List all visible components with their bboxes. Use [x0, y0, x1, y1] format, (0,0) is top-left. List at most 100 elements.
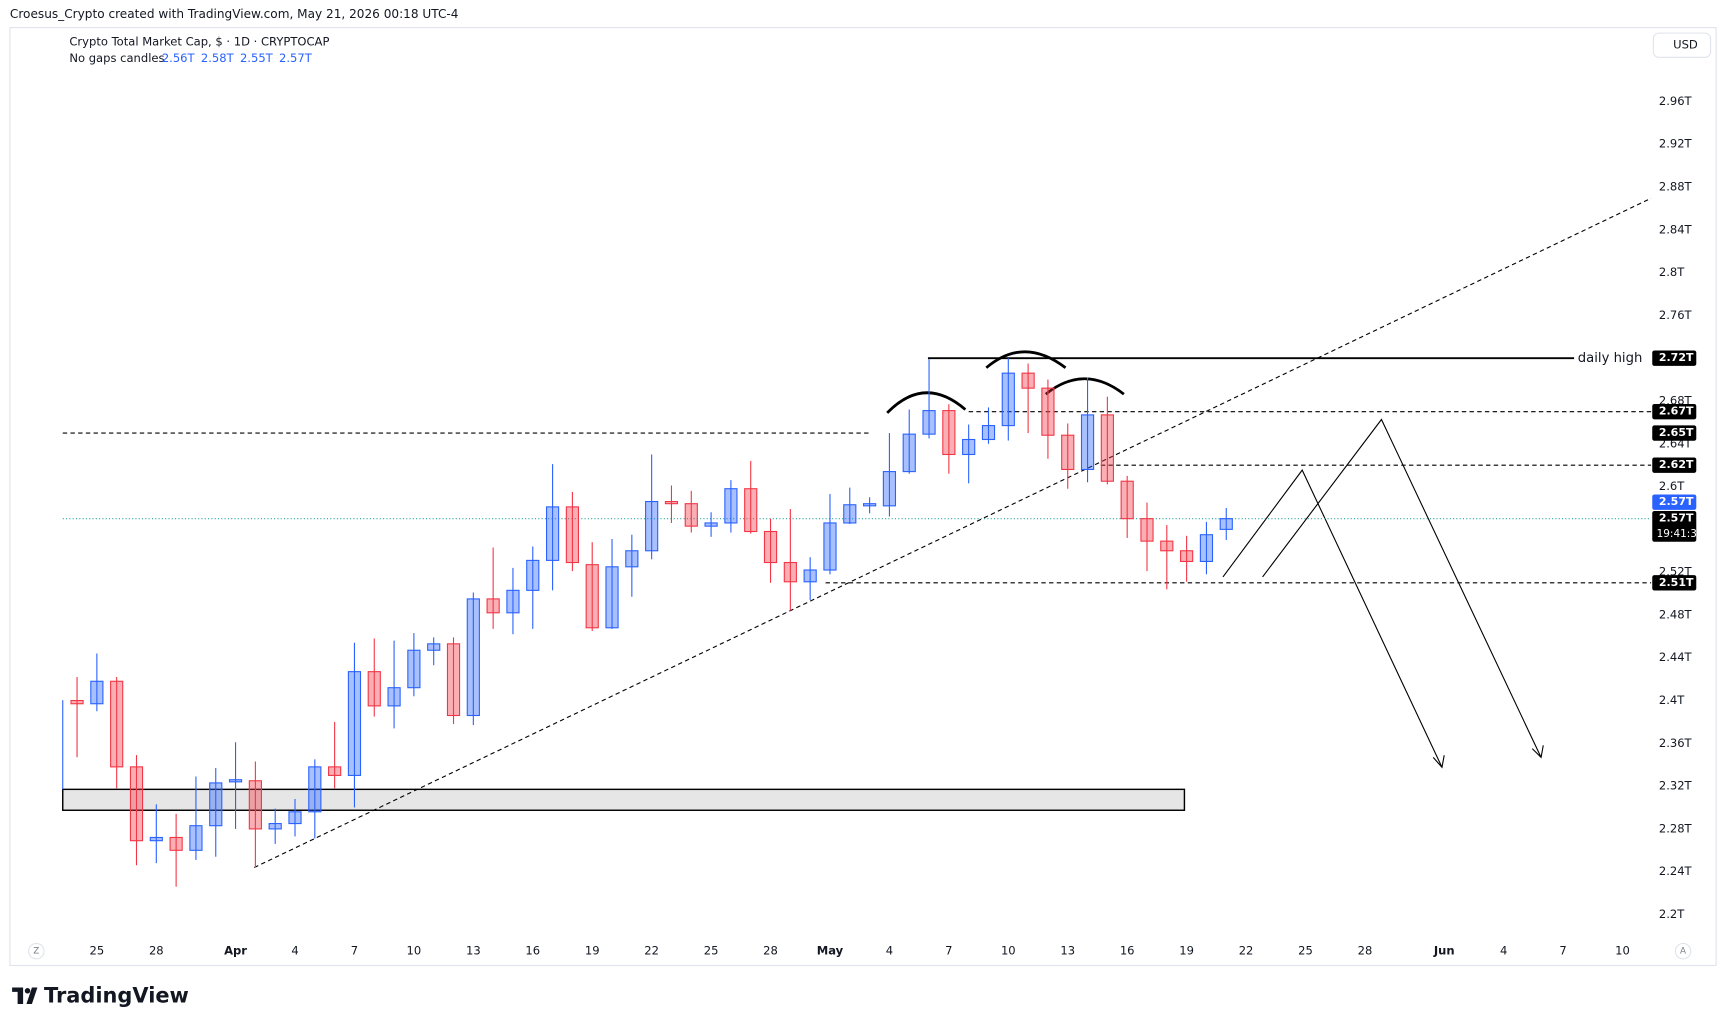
support-zone: [62, 788, 1186, 811]
price-label: 2.62T: [1659, 458, 1694, 471]
price-label-box: [1652, 457, 1697, 473]
x-tick-label: Apr: [224, 944, 247, 958]
price-label-box: [1652, 350, 1697, 366]
candle-body: [763, 530, 778, 564]
ohlc-legend: 2.56T 2.58T 2.55T 2.57T: [162, 51, 313, 65]
x-tick-label: 25: [1298, 944, 1313, 958]
axis-button[interactable]: [28, 942, 45, 960]
candle-body: [209, 782, 223, 827]
ohlc-value: 2.57T: [279, 51, 313, 65]
candle-body: [863, 503, 877, 507]
axis-button-label: A: [1680, 947, 1686, 957]
annotation: daily high: [1578, 351, 1643, 366]
price-label: 2.72T: [1659, 351, 1694, 364]
candle-body: [328, 766, 342, 776]
candle-body: [625, 550, 639, 568]
ohlc-value: 2.56T: [162, 51, 196, 65]
candle-body: [605, 566, 619, 629]
y-tick-label: 2.92T: [1659, 137, 1693, 151]
candle-body: [1219, 518, 1233, 530]
x-tick-label: 7: [945, 944, 952, 958]
candle-body: [1140, 518, 1154, 542]
y-tick-label: 2.76T: [1659, 308, 1693, 322]
candle-body: [466, 598, 480, 717]
chart-title: Crypto Total Market Cap, $ · 1D · CRYPTO…: [69, 34, 329, 48]
x-tick-label: 10: [1615, 944, 1630, 958]
candle-body: [882, 471, 897, 507]
axis-button-label: Z: [33, 947, 39, 957]
y-tick-label: 2.32T: [1659, 779, 1693, 793]
candle-body: [1120, 480, 1134, 520]
candle-body: [823, 522, 837, 571]
x-tick-label: 7: [351, 944, 358, 958]
y-tick-label: 2.84T: [1659, 222, 1693, 236]
candle-body: [347, 671, 362, 776]
ohlc-value: 2.55T: [240, 51, 274, 65]
candle-body: [744, 488, 758, 533]
currency-button[interactable]: [1652, 32, 1712, 58]
candle-body: [585, 564, 599, 629]
chart-subtitle: No gaps candles: [69, 51, 164, 65]
candle-body: [545, 506, 560, 561]
price-label: 2.67T: [1659, 405, 1694, 418]
price-label-box: [1652, 425, 1697, 441]
countdown: 19:41:30: [1657, 528, 1704, 540]
candle-body: [962, 438, 976, 456]
brand-logo: [12, 987, 38, 1004]
x-tick-label: 25: [704, 944, 719, 958]
x-tick-label: 19: [1179, 944, 1194, 958]
candle-body: [129, 766, 144, 842]
x-tick-label: 13: [1060, 944, 1075, 958]
y-tick-label: 2.8T: [1659, 265, 1685, 279]
candle-body: [1100, 414, 1114, 482]
y-tick-label: 2.6T: [1659, 479, 1685, 493]
ohlc-value: 2.58T: [201, 51, 235, 65]
y-tick-label: 2.36T: [1659, 736, 1693, 750]
projection-path: [1222, 418, 1544, 769]
x-tick-label: 13: [466, 944, 481, 958]
y-tick-label: 2.4T: [1659, 693, 1685, 707]
candle-body: [110, 680, 124, 768]
candle-body: [645, 500, 659, 552]
candle-body: [1061, 434, 1075, 471]
candle-body: [664, 500, 679, 505]
x-tick-label: 7: [1559, 944, 1566, 958]
x-tick-label: 10: [407, 944, 422, 958]
candle-body: [981, 425, 996, 441]
candle-body: [367, 671, 381, 707]
price-label: 2.57T: [1659, 495, 1694, 508]
x-tick-label: 4: [291, 944, 298, 958]
candle-body: [427, 643, 441, 651]
price-label-box: [1652, 494, 1697, 510]
candle-body: [268, 823, 282, 830]
y-tick-label: 2.2T: [1659, 907, 1685, 921]
price-label-box: [1652, 510, 1697, 542]
x-tick-label: 16: [525, 944, 540, 958]
candle-body: [387, 687, 401, 707]
credit: Croesus_Crypto created with TradingView.…: [10, 7, 459, 21]
x-tick-label: 4: [886, 944, 893, 958]
candle-body: [189, 825, 203, 851]
candle-body: [724, 488, 738, 524]
candle-body: [1080, 414, 1095, 471]
candle-body: [1021, 372, 1035, 389]
candle-body: [506, 589, 520, 614]
axis-button[interactable]: [1674, 942, 1692, 960]
x-tick-label: 28: [149, 944, 164, 958]
candle-body: [446, 643, 461, 717]
price-label-box: [1652, 575, 1697, 591]
candle-body: [684, 503, 698, 527]
y-tick-label: 2.48T: [1659, 607, 1693, 621]
price-label: 2.51T: [1659, 576, 1694, 589]
candle-body: [922, 410, 936, 435]
x-tick-label: 10: [1001, 944, 1016, 958]
y-tick-label: 2.88T: [1659, 180, 1693, 194]
candle-body: [902, 433, 916, 473]
candle-body: [1180, 550, 1194, 563]
y-tick-label: 2.44T: [1659, 650, 1693, 664]
y-tick-label: 2.96T: [1659, 94, 1693, 108]
x-tick-label: 4: [1500, 944, 1507, 958]
candle-body: [308, 766, 322, 813]
